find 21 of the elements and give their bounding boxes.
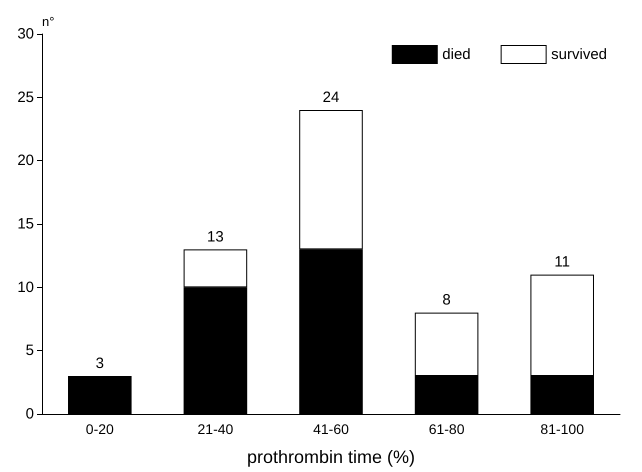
x-tick-label: 61-80 [428, 421, 465, 437]
y-axis-title: n° [42, 14, 54, 29]
x-tick-label: 81-100 [540, 421, 584, 437]
y-tick-label: 0 [26, 406, 34, 422]
y-tick-label: 20 [17, 152, 34, 170]
y-tick-label: 25 [17, 88, 34, 106]
total-label: 11 [554, 254, 570, 271]
x-axis-title: prothrombin time (%) [246, 447, 416, 467]
legend-label: survived [551, 46, 608, 63]
legend-label: died [442, 46, 471, 63]
y-tick-label: 10 [17, 278, 34, 296]
y-tick-label: 5 [26, 342, 34, 360]
y-tick-label: 30 [17, 26, 34, 42]
total-label: 13 [207, 228, 224, 246]
total-label: 8 [442, 292, 451, 309]
y-tick-label: 15 [17, 216, 34, 232]
total-label: 24 [322, 89, 340, 106]
total-label: 3 [96, 355, 104, 372]
x-tick-label: 21-40 [197, 421, 234, 437]
x-tick-label: 41-60 [313, 421, 350, 437]
x-tick-label: 0-20 [86, 421, 114, 437]
